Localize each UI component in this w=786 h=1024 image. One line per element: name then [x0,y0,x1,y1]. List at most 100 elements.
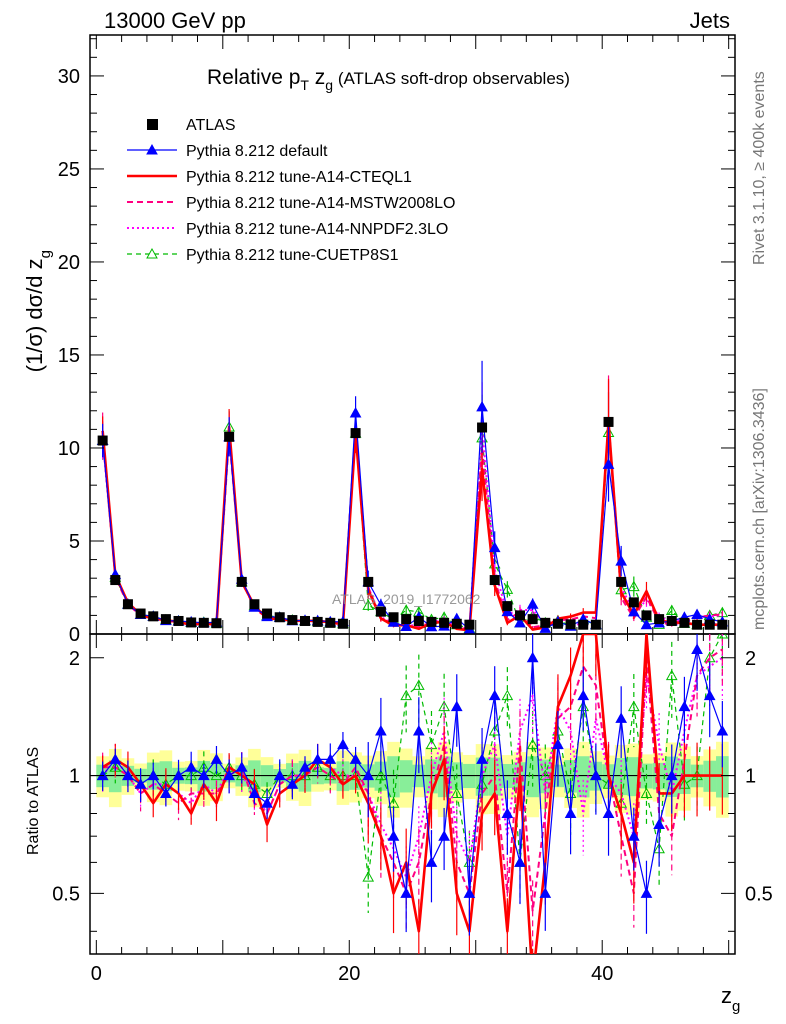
ratio-point-cuetp8s1 [501,689,514,701]
ratio-point-default [311,753,324,764]
ratio-point-default [337,738,349,750]
legend-label: Pythia 8.212 tune-CUETP8S1 [186,247,399,264]
legend-marker [146,143,158,155]
atlas-point [337,618,348,629]
legend-item: ATLAS [147,117,236,134]
x-tick-label: 0 [91,963,102,985]
legend-marker [146,247,158,259]
point-default [539,622,552,633]
ratio-point-cuetp8s1 [665,669,678,681]
point-cuetp8s1 [362,599,375,610]
atlas-point [300,615,310,626]
ratio-point-default [223,769,235,781]
ratio-point-default [678,700,691,712]
atlas-point [692,619,703,630]
atlas-point [97,435,108,446]
point-default [602,458,615,469]
y-tick-label: 20 [58,252,80,274]
ratio-point-cuetp8s1 [210,769,223,781]
ratio-point-cuetp8s1 [375,769,387,781]
legend-label: Pythia 8.212 tune-A14-NNPDF2.3LO [186,221,448,238]
ratio-point-cuetp8s1 [438,700,450,712]
x-tick-label: 40 [591,963,613,985]
point-default [627,605,640,617]
ratio-point-default [438,830,450,841]
atlas-point [236,576,247,587]
ratio-point-default [248,787,261,798]
ratio-stat-band [374,761,388,791]
atlas-point [350,428,361,439]
ratio-panel-frame [89,633,736,955]
ratio-point-default [299,761,311,772]
ratio-line-cuetp8s1 [102,634,723,878]
ratio-point-default [160,787,172,798]
ratio-point-cuetp8s1 [526,738,539,750]
ratio-point-default [109,753,122,764]
atlas-point [224,431,235,442]
point-cuetp8s1 [665,604,678,616]
ratio-point-cuetp8s1 [488,724,501,736]
ratio-point-default [627,830,640,841]
ratio-y-tick-label-right: 0.5 [745,883,773,905]
ratio-point-default [197,769,210,781]
ratio-point-default [716,724,729,736]
ratio-y-tick-label-right: 1 [745,766,756,788]
ratio-y-tick-label: 1 [69,766,80,788]
legend: ATLAS Pythia 8.212 default Pythia 8.212 tu… [127,117,455,264]
mcplots-label: mcplots.cern.ch [arXiv:1306.3436] [751,388,768,630]
ratio-point-default [425,856,438,867]
analysis-watermark: ATLAS_2019_I1772062 [332,591,481,607]
ratio-point-default [590,769,602,781]
atlas-point [274,612,285,623]
header-category: Jets [690,8,730,33]
atlas-point [287,615,298,626]
point-default [691,608,703,619]
atlas-point [110,575,121,586]
point-default [400,620,413,632]
ratio-point-default [539,887,552,898]
ratio-point-cuetp8s1 [412,679,425,690]
series-line-cuetp8s1 [102,426,723,630]
ratio-point-default [185,761,198,772]
ratio-line-cteql1 [101,634,723,954]
ratio-point-default [564,807,577,818]
atlas-point [439,617,450,628]
legend-label: Pythia 8.212 default [186,143,328,160]
ratio-y-axis-label: Ratio to ATLAS [25,747,42,855]
y-tick-label: 5 [69,531,80,553]
ratio-point-default [501,807,514,818]
ratio-point-cuetp8s1 [400,689,413,701]
legend-item: Pythia 8.212 default [127,143,328,160]
legend-label: Pythia 8.212 tune-A14-MSTW2008LO [186,195,455,212]
ratio-point-default [122,769,134,781]
legend-item: Pythia 8.212 tune-CUETP8S1 [127,247,399,264]
point-default [526,598,539,609]
ratio-y-tick-label: 2 [69,648,80,670]
atlas-point [211,618,222,629]
legend-label: Pythia 8.212 tune-A14-CTEQL1 [186,169,412,186]
main-panel: 0 5 10 15 20 25 30 [58,34,736,646]
ratio-point-default [615,712,628,723]
atlas-point [401,614,412,625]
point-default [476,400,488,412]
ratio-point-cuetp8s1 [703,651,716,663]
ratio-point-default [476,753,488,764]
y-axis-label: (1/σ) dσ/d zg [22,250,54,372]
ratio-line-default [102,648,723,894]
ratio-point-default [703,689,716,701]
atlas-point [312,616,323,627]
plot-title: Relative pT zg (ATLAS soft-drop observab… [207,66,570,93]
atlas-point [135,608,146,619]
atlas-point [704,619,715,630]
atlas-point [249,599,260,610]
atlas-point [578,619,589,630]
atlas-point [160,614,171,625]
ratio-point-default [349,753,362,764]
ratio-stat-band [399,760,413,793]
ratio-point-default [653,818,665,829]
y-tick-label: 10 [58,438,80,460]
y-tick-label: 15 [58,345,80,367]
ratio-y-tick-label-right: 2 [745,648,756,670]
point-default [349,406,362,418]
